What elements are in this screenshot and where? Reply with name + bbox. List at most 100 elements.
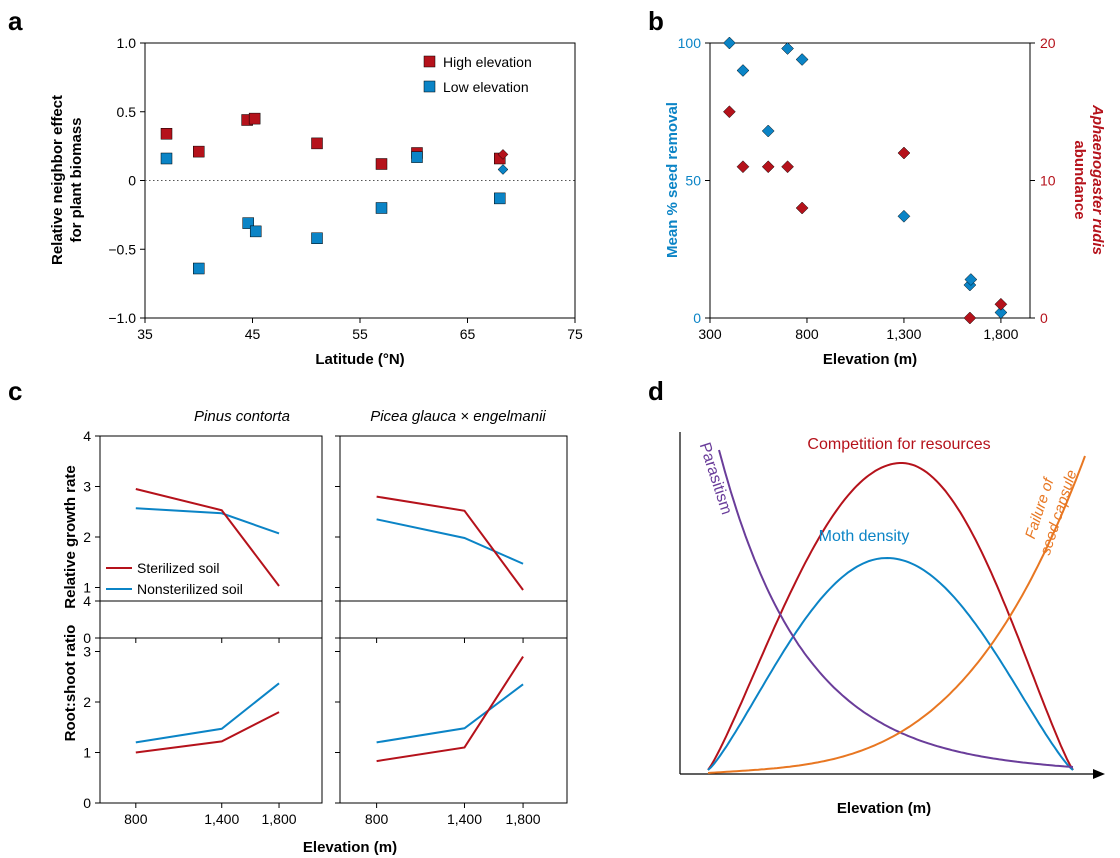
- b-y2-tick-label: 20: [1040, 35, 1056, 51]
- panel-a-xlabel: Latitude (°N): [315, 351, 404, 368]
- panel-letter-b: b: [648, 6, 664, 36]
- a-y-tick-label: −1.0: [108, 310, 136, 326]
- a-y-tick-label: 1.0: [117, 35, 137, 51]
- b-x-tick-label: 1,300: [886, 326, 921, 342]
- a-point-low-elevation: [242, 217, 254, 229]
- c-y-tick-label: 2: [83, 694, 91, 710]
- b-point-abundance: [723, 105, 736, 119]
- legend-swatch-high-elevation: [423, 55, 436, 68]
- a-y-tick-label: 0: [128, 173, 136, 189]
- panel-b-frame: [709, 42, 1031, 319]
- panel-b-ylabel: Mean % seed removal: [664, 102, 681, 258]
- a-point-high-elevation: [248, 112, 261, 125]
- a-y-tick-label: 0.5: [117, 104, 137, 120]
- c-x-tick-label: 800: [365, 811, 389, 827]
- panel-d-xlabel: Elevation (m): [837, 800, 931, 817]
- b-point-seed-removal: [736, 64, 750, 77]
- a-point-diamond: [497, 164, 509, 175]
- a-point-high-elevation: [193, 145, 205, 158]
- b-point-abundance: [736, 160, 750, 174]
- legend-label-nonsterilized: Nonsterilized soil: [137, 581, 243, 597]
- c-line-sterilized-soil: [135, 711, 280, 754]
- a-x-tick-label: 45: [245, 326, 261, 342]
- c-subplot-rootshoot-pinus: 0 1 2 3 4 800 1,400 1,800: [83, 593, 323, 827]
- c-subplot-frame: [339, 600, 568, 804]
- c-x-tick-label: 800: [124, 811, 148, 827]
- c-y-tick-label: 2: [83, 529, 91, 545]
- b-point-seed-removal: [964, 273, 978, 286]
- panel-c-column-title-pinus: Pinus contorta: [194, 408, 290, 425]
- b-x-tick-label: 300: [698, 326, 722, 342]
- c-y-tick-label: 0: [83, 630, 91, 646]
- b-point-seed-removal: [994, 306, 1008, 319]
- b-point-seed-removal: [795, 53, 809, 66]
- b-y-tick-label: 0: [693, 310, 701, 326]
- c-y-tick-label: 3: [83, 644, 91, 660]
- panel-b-ticks: 300 800 1,300 1,800 0 50 100 0 10 20: [678, 35, 1056, 342]
- b-point-abundance: [994, 297, 1008, 311]
- panel-a-legend: High elevation Low elevation: [423, 54, 532, 95]
- b-x-tick-label: 1,800: [983, 326, 1018, 342]
- a-point-diamond: [497, 149, 509, 160]
- label-competition-for-resources: Competition for resources: [807, 436, 990, 453]
- b-point-seed-removal: [723, 36, 736, 50]
- curve-parasitism: [718, 449, 1074, 768]
- legend-label-low-elevation: Low elevation: [443, 79, 529, 95]
- b-point-abundance: [897, 146, 911, 160]
- panel-b-xlabel: Elevation (m): [823, 351, 917, 368]
- b-y2-tick-label: 10: [1040, 173, 1056, 189]
- c-subplot-rootshoot-picea: 800 1,400 1,800: [335, 600, 568, 827]
- c-line-sterilized-soil: [376, 495, 524, 591]
- c-subplot-growth-picea: [335, 435, 568, 643]
- c-subplot-growth-pinus: 0 1 2 3 4: [83, 428, 323, 646]
- a-y-tick-label: −0.5: [108, 241, 136, 257]
- a-point-high-elevation: [311, 137, 323, 150]
- c-subplot-frame: [99, 600, 323, 804]
- panel-a-ticks: 35 45 55 65 75 −1.0 −0.5 0 0.5 1.0: [108, 35, 583, 342]
- c-x-tick-label: 1,400: [204, 811, 239, 827]
- panel-letter-a: a: [8, 6, 23, 36]
- curve-moth-density: [707, 556, 1074, 771]
- b-point-abundance: [781, 160, 794, 174]
- panel-c-legend: Sterilized soil Nonsterilized soil: [106, 560, 243, 597]
- b-point-abundance: [795, 201, 809, 215]
- c-subplot-frame: [339, 435, 568, 639]
- a-point-low-elevation: [494, 192, 506, 205]
- panel-d-x-axis-arrowhead: [1093, 769, 1105, 779]
- c-y-tick-label: 1: [83, 580, 91, 596]
- a-x-tick-label: 35: [137, 326, 153, 342]
- legend-swatch-low-elevation: [423, 80, 436, 93]
- panel-a-points: [160, 112, 509, 275]
- b-y-tick-label: 100: [678, 35, 702, 51]
- curve-failure-of-seed-capsule: [707, 455, 1086, 774]
- a-point-high-elevation: [375, 158, 388, 170]
- a-point-low-elevation: [311, 232, 323, 244]
- a-point-low-elevation: [249, 225, 262, 238]
- c-subplot-frame: [99, 435, 323, 639]
- c-y-tick-label: 1: [83, 745, 91, 761]
- panel-c-subplots: 0 1 2 3 4 0 1 2 3 4 800 1,400 1,800 800 1,400 1,800: [83, 428, 568, 827]
- c-line-sterilized-soil: [135, 488, 280, 587]
- b-point-seed-removal: [897, 209, 911, 223]
- panel-a-scatter-chart: Relative neighbor effect for plant bioma…: [49, 35, 583, 368]
- c-x-tick-label: 1,400: [447, 811, 482, 827]
- legend-label-sterilized: Sterilized soil: [137, 560, 219, 576]
- panel-letter-d: d: [648, 376, 664, 406]
- legend-label-high-elevation: High elevation: [443, 54, 532, 70]
- a-point-low-elevation: [160, 152, 173, 165]
- panel-c-column-title-picea: Picea glauca × engelmanii: [370, 408, 546, 425]
- label-moth-density: Moth density: [819, 528, 910, 545]
- panel-d-conceptual-chart: Elevation (m) Competition for resources …: [679, 432, 1105, 817]
- panel-b-points: [723, 36, 1008, 325]
- a-point-low-elevation: [193, 262, 205, 275]
- a-point-low-elevation: [375, 202, 388, 214]
- c-y-tick-label: 0: [83, 795, 91, 811]
- b-point-seed-removal: [761, 124, 775, 138]
- b-y-tick-label: 50: [685, 173, 701, 189]
- c-x-tick-label: 1,800: [506, 811, 541, 827]
- b-point-seed-removal: [781, 42, 794, 55]
- b-point-abundance: [963, 311, 977, 325]
- c-line-nonsterilized-soil: [135, 507, 280, 535]
- b-x-tick-label: 800: [795, 326, 819, 342]
